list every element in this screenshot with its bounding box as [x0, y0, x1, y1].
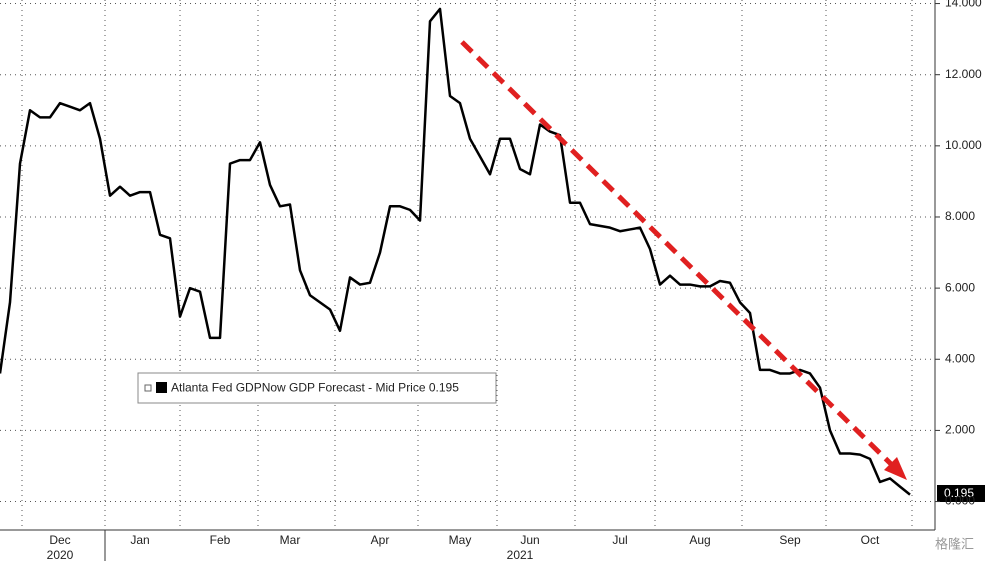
legend-swatch — [156, 382, 167, 393]
x-tick-label: Mar — [280, 533, 301, 547]
x-tick-label: Jul — [612, 533, 627, 547]
x-tick-label: May — [449, 533, 472, 547]
x-tick-label: Jan — [130, 533, 149, 547]
trend-arrow — [460, 40, 907, 480]
legend-last-value: 0.195 — [429, 381, 459, 395]
x-tick-label: Jun — [520, 533, 539, 547]
last-value-label: 0.195 — [944, 486, 974, 500]
x-tick-label: Apr — [371, 533, 390, 547]
legend: Atlanta Fed GDPNow GDP Forecast - Mid Pr… — [137, 372, 497, 404]
plot-area — [0, 3, 935, 503]
x-year-label: 2021 — [507, 548, 534, 561]
legend-series-name: Atlanta Fed GDPNow GDP Forecast - Mid Pr… — [171, 381, 426, 395]
watermark: 格隆汇 — [935, 536, 974, 551]
x-tick-label: Oct — [861, 533, 880, 547]
x-tick-label: Aug — [689, 533, 710, 547]
arrow-shaft — [460, 40, 895, 468]
y-tick-label: 4.000 — [945, 351, 975, 365]
legend-box — [137, 372, 497, 404]
last-value-tag: 0.195 — [937, 485, 985, 502]
vertical-grid — [21, 0, 913, 530]
legend-toggle — [144, 384, 152, 392]
x-tick-label: Feb — [210, 533, 231, 547]
last-value-box — [937, 485, 985, 502]
y-tick-label: 10.000 — [945, 138, 982, 152]
x-year-label: 2020 — [47, 548, 74, 561]
y-tick-label: 14.000 — [945, 0, 982, 10]
legend-label: Atlanta Fed GDPNow GDP Forecast - Mid Pr… — [171, 381, 459, 395]
series-line — [0, 7, 911, 496]
x-tick-label: Dec — [49, 533, 70, 547]
y-tick-label: 6.000 — [945, 280, 975, 294]
y-tick-label: 12.000 — [945, 67, 982, 81]
arrow-head — [884, 457, 907, 480]
x-tick-label: Sep — [779, 533, 801, 547]
y-tick-label: 8.000 — [945, 209, 975, 223]
y-tick-label: 0.000 — [945, 494, 975, 508]
y-tick-label: 2.000 — [945, 423, 975, 437]
